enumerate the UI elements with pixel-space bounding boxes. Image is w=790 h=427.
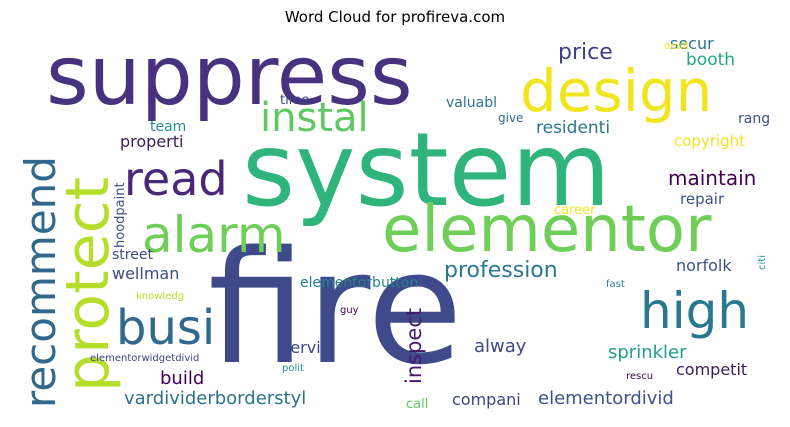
word: price	[558, 40, 613, 65]
word: call	[406, 397, 429, 412]
word: suppress	[46, 34, 413, 124]
word: read	[124, 152, 228, 206]
word: system	[242, 111, 611, 230]
word: polit	[282, 363, 304, 374]
word: high	[640, 282, 750, 340]
word: inspect	[402, 307, 426, 384]
word: rang	[738, 111, 771, 127]
word: busi	[116, 300, 216, 356]
word: alarm	[142, 206, 286, 264]
word: knowledg	[136, 291, 185, 302]
word: compani	[452, 390, 521, 409]
word: maintain	[668, 166, 757, 190]
word: fast	[606, 279, 625, 290]
word: rescu	[626, 371, 654, 382]
word-cloud: suppress system fire design protect elem…	[20, 34, 778, 418]
word: booth	[686, 50, 736, 70]
word: fire	[208, 217, 463, 399]
word: profession	[444, 258, 558, 283]
word: give	[498, 111, 524, 125]
word: hoodpaint	[113, 182, 128, 248]
word: wellman	[112, 264, 180, 283]
word: street	[112, 247, 153, 263]
word: alway	[474, 336, 527, 357]
word: elementorbutton	[300, 275, 419, 291]
word: secur	[670, 34, 714, 53]
word: properti	[120, 132, 184, 151]
word: guy	[340, 305, 359, 316]
word: career	[554, 203, 596, 218]
word: copyright	[674, 132, 746, 150]
word: elementor	[382, 193, 712, 267]
chart-title: Word Cloud for profireva.com	[284, 8, 506, 26]
word: elementordivid	[538, 388, 674, 409]
word: dealt	[664, 41, 690, 52]
word: norfolk	[676, 256, 732, 275]
word: servic	[282, 338, 330, 357]
word: vardividerborderstyl	[124, 388, 307, 409]
word: design	[520, 57, 713, 125]
word: sprinkler	[608, 342, 687, 363]
word: team	[150, 119, 187, 135]
word: recommend	[20, 156, 65, 408]
word: citi	[757, 255, 768, 270]
word: build	[160, 368, 205, 389]
word: competit	[676, 360, 748, 379]
word: instal	[260, 95, 369, 141]
word: elementorwidgetdivid	[90, 353, 200, 364]
word: time	[280, 93, 310, 108]
word: residenti	[536, 118, 611, 138]
word: valuabl	[446, 95, 497, 111]
word: repair	[680, 190, 725, 208]
